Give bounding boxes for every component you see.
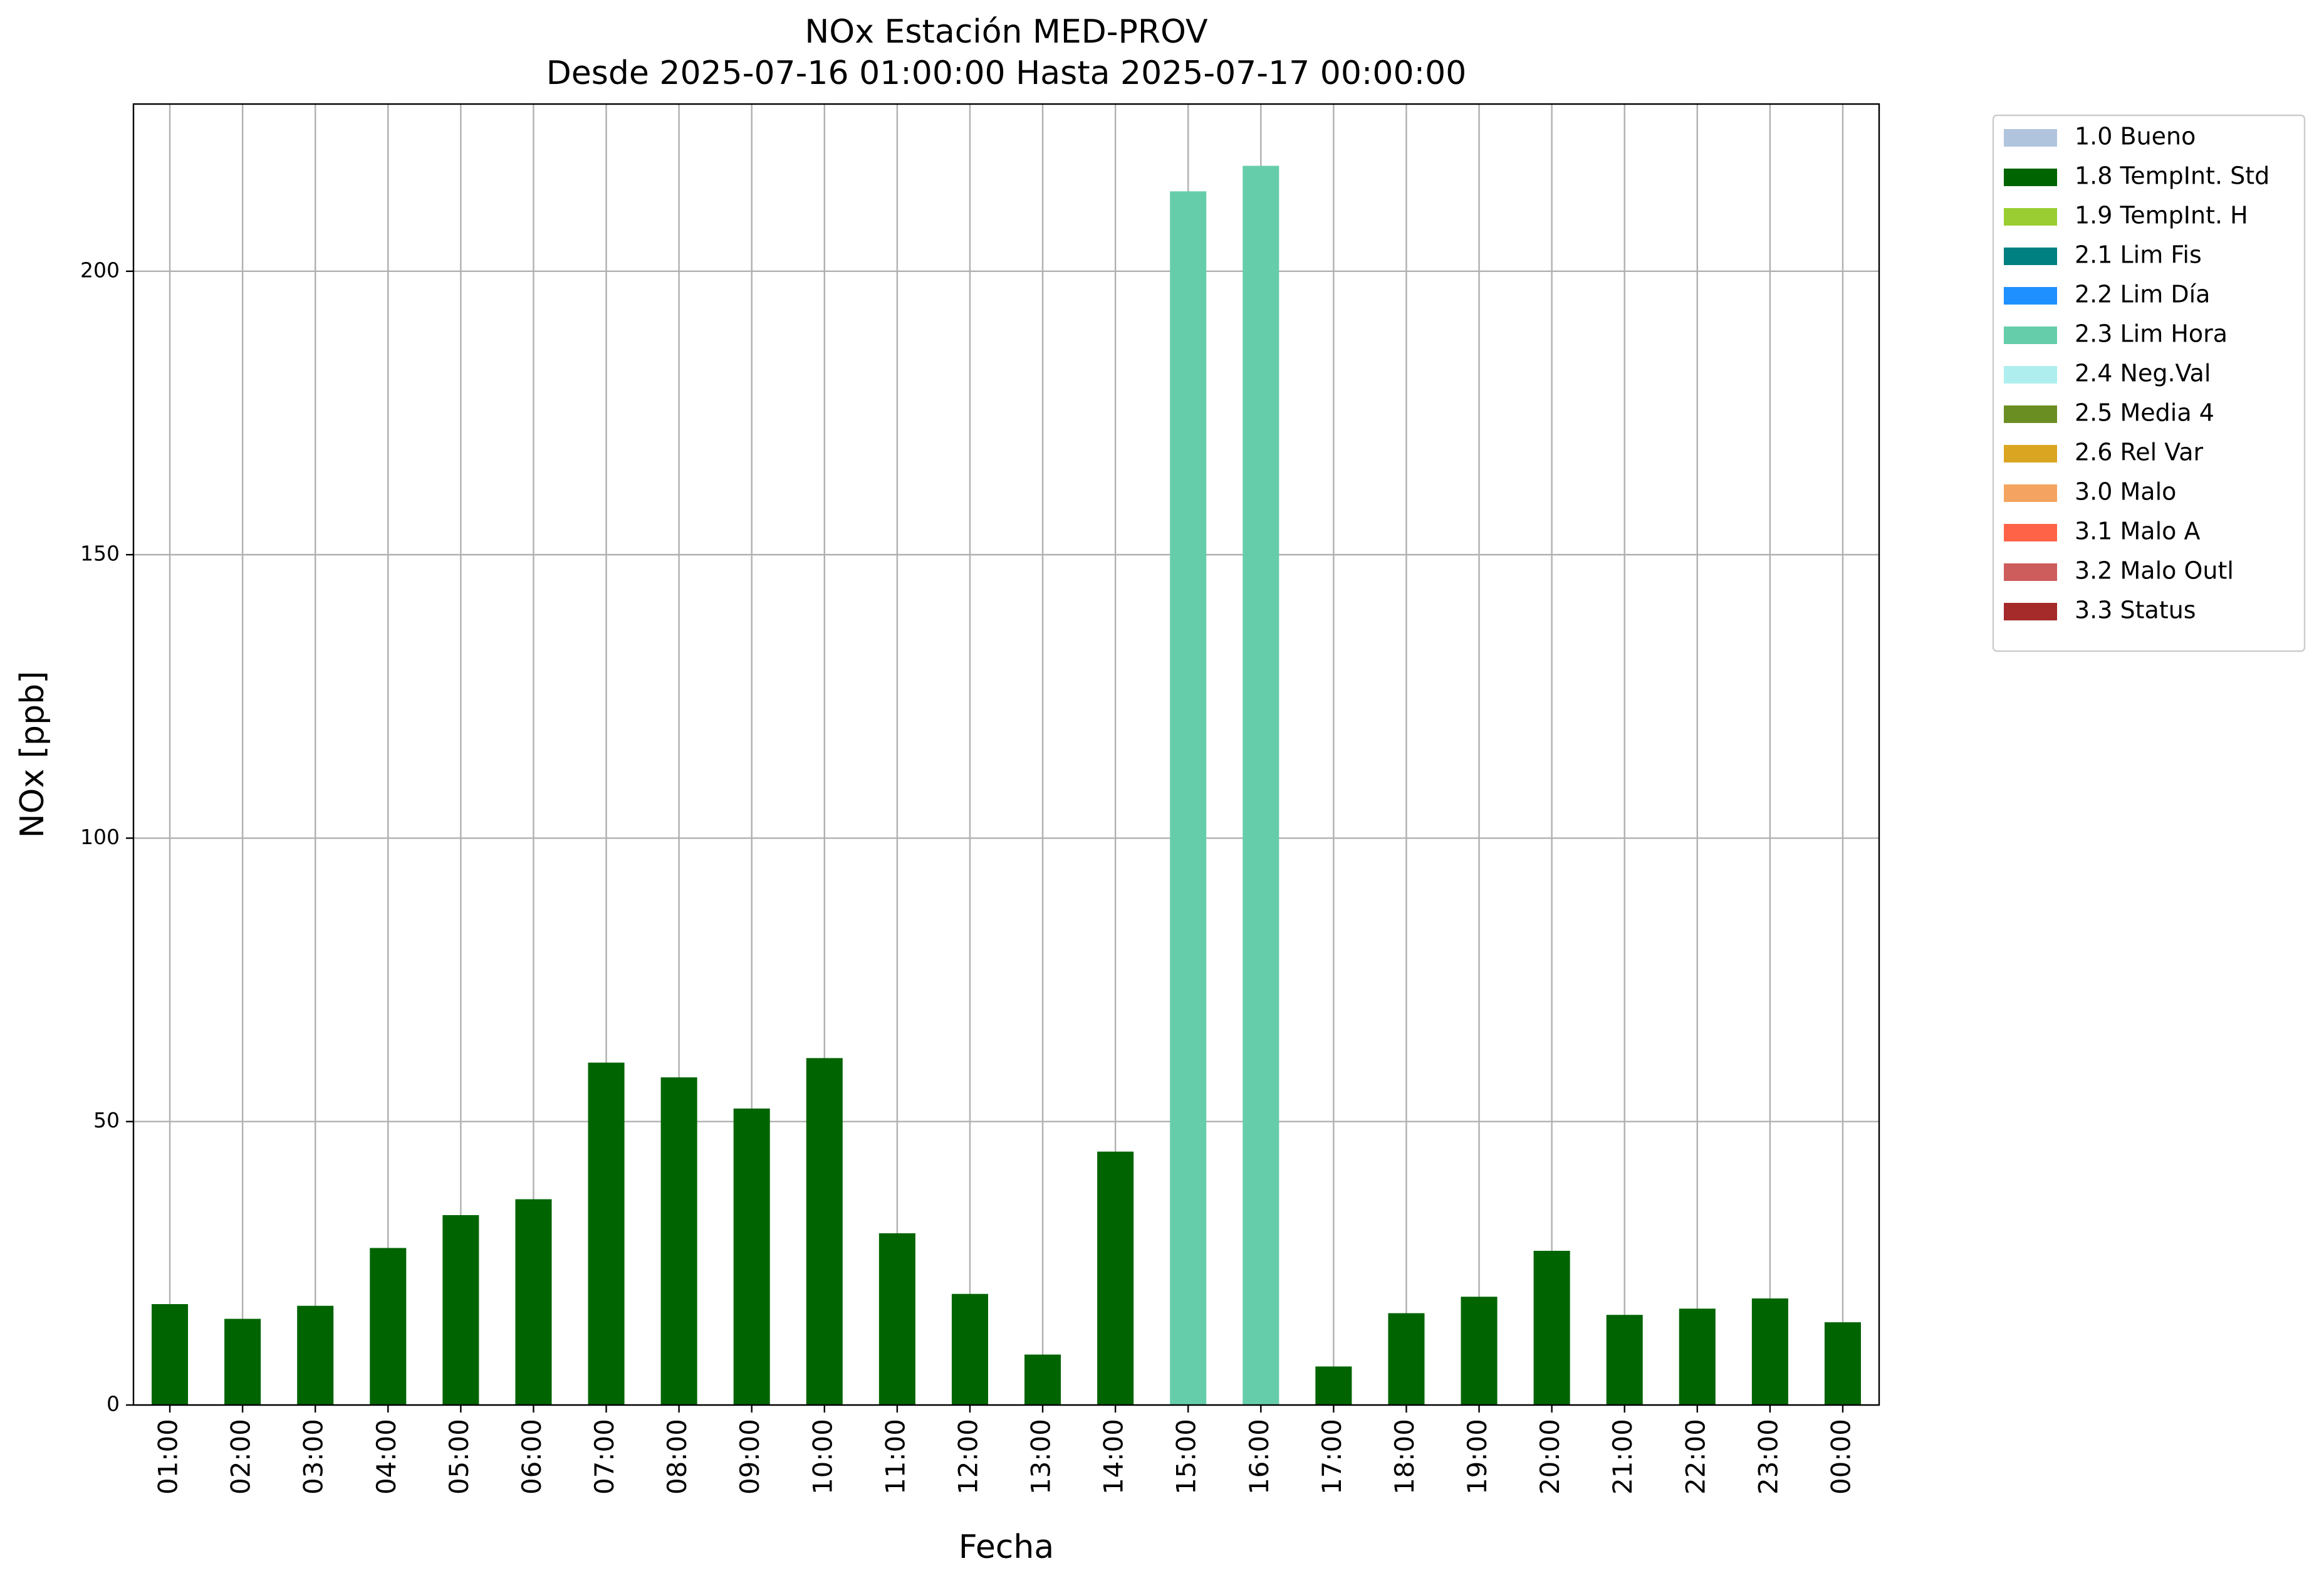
legend-label: 3.1 Malo A [2075, 518, 2200, 545]
legend-label: 3.3 Status [2075, 597, 2196, 624]
bar [1751, 1298, 1788, 1405]
y-tick-label: 200 [80, 258, 120, 282]
chart-title: NOx Estación MED-PROV [805, 13, 1208, 51]
legend-swatch [2004, 248, 2057, 265]
bar [806, 1058, 843, 1405]
x-tick-label: 10:00 [807, 1419, 838, 1495]
x-tick-label: 20:00 [1535, 1419, 1565, 1495]
x-axis-label: Fecha [959, 1528, 1054, 1566]
x-tick-label: 22:00 [1680, 1419, 1711, 1495]
legend-swatch [2004, 524, 2057, 541]
bar [1315, 1366, 1352, 1405]
legend-swatch [2004, 287, 2057, 305]
bar [1243, 165, 1279, 1406]
legend-label: 1.0 Bueno [2075, 123, 2196, 150]
legend-swatch [2004, 563, 2057, 581]
bar [878, 1233, 915, 1405]
legend-label: 2.3 Lim Hora [2075, 320, 2228, 348]
x-tick-label: 18:00 [1389, 1419, 1420, 1495]
legend-swatch [2004, 603, 2057, 620]
legend-swatch [2004, 366, 2057, 384]
x-tick-label: 14:00 [1098, 1419, 1129, 1495]
x-tick-label: 09:00 [734, 1419, 765, 1495]
legend-label: 1.9 TempInt. H [2075, 202, 2248, 229]
bar [1679, 1309, 1716, 1405]
bar [152, 1303, 189, 1405]
legend-label: 2.1 Lim Fis [2075, 241, 2202, 269]
y-axis-label: NOx [ppb] [14, 671, 51, 838]
x-tick-label: 02:00 [226, 1419, 256, 1495]
legend-swatch [2004, 445, 2057, 462]
legend-label: 1.8 TempInt. Std [2075, 162, 2269, 190]
bar [733, 1108, 770, 1405]
y-tick-label: 0 [107, 1392, 120, 1416]
legend-label: 3.2 Malo Outl [2075, 557, 2234, 585]
bar [442, 1215, 479, 1405]
legend-label: 2.5 Media 4 [2075, 399, 2214, 427]
legend-swatch [2004, 405, 2057, 423]
bar [1097, 1151, 1134, 1405]
x-tick-label: 04:00 [371, 1419, 402, 1495]
bar [1533, 1250, 1570, 1405]
bar [297, 1305, 334, 1405]
plot-frame [132, 103, 1880, 1406]
bar [951, 1293, 988, 1405]
y-tick-label: 50 [93, 1108, 120, 1132]
x-tick-label: 03:00 [298, 1419, 329, 1495]
x-tick-label: 00:00 [1825, 1419, 1856, 1495]
legend-swatch [2004, 208, 2057, 226]
x-tick-label: 06:00 [516, 1419, 547, 1495]
bar [1606, 1315, 1643, 1405]
legend-label: 2.6 Rel Var [2075, 439, 2204, 466]
bar [1824, 1322, 1861, 1405]
y-tick-label: 150 [80, 541, 120, 566]
x-tick-label: 08:00 [662, 1419, 692, 1495]
legend-swatch [2004, 129, 2057, 147]
bar [1461, 1297, 1498, 1405]
bar [370, 1248, 407, 1405]
chart-subtitle: Desde 2025-07-16 01:00:00 Hasta 2025-07-… [546, 55, 1467, 92]
x-tick-label: 07:00 [589, 1419, 620, 1495]
x-tick-label: 13:00 [1026, 1419, 1056, 1495]
legend-swatch [2004, 484, 2057, 502]
bar [1024, 1354, 1061, 1405]
legend-swatch [2004, 326, 2057, 344]
x-tick-label: 19:00 [1462, 1419, 1493, 1495]
y-tick-label: 100 [80, 825, 120, 849]
bar [224, 1319, 261, 1405]
x-tick-label: 23:00 [1753, 1419, 1783, 1495]
x-tick-label: 17:00 [1316, 1419, 1347, 1495]
bar [588, 1062, 625, 1405]
bar [1170, 191, 1207, 1405]
legend-swatch [2004, 169, 2057, 186]
x-tick-label: 12:00 [952, 1419, 983, 1495]
x-tick-label: 11:00 [880, 1419, 910, 1495]
bar [660, 1077, 697, 1405]
legend-box [1992, 114, 2306, 652]
bar [515, 1199, 552, 1405]
legend-label: 3.0 Malo [2075, 478, 2176, 506]
x-tick-label: 01:00 [153, 1419, 184, 1495]
x-tick-label: 16:00 [1244, 1419, 1274, 1495]
x-tick-label: 15:00 [1171, 1419, 1202, 1495]
legend-label: 2.2 Lim Día [2075, 281, 2210, 308]
legend-label: 2.4 Neg.Val [2075, 360, 2211, 387]
bar [1388, 1313, 1425, 1405]
x-tick-label: 21:00 [1607, 1419, 1638, 1495]
x-tick-label: 05:00 [444, 1419, 474, 1495]
